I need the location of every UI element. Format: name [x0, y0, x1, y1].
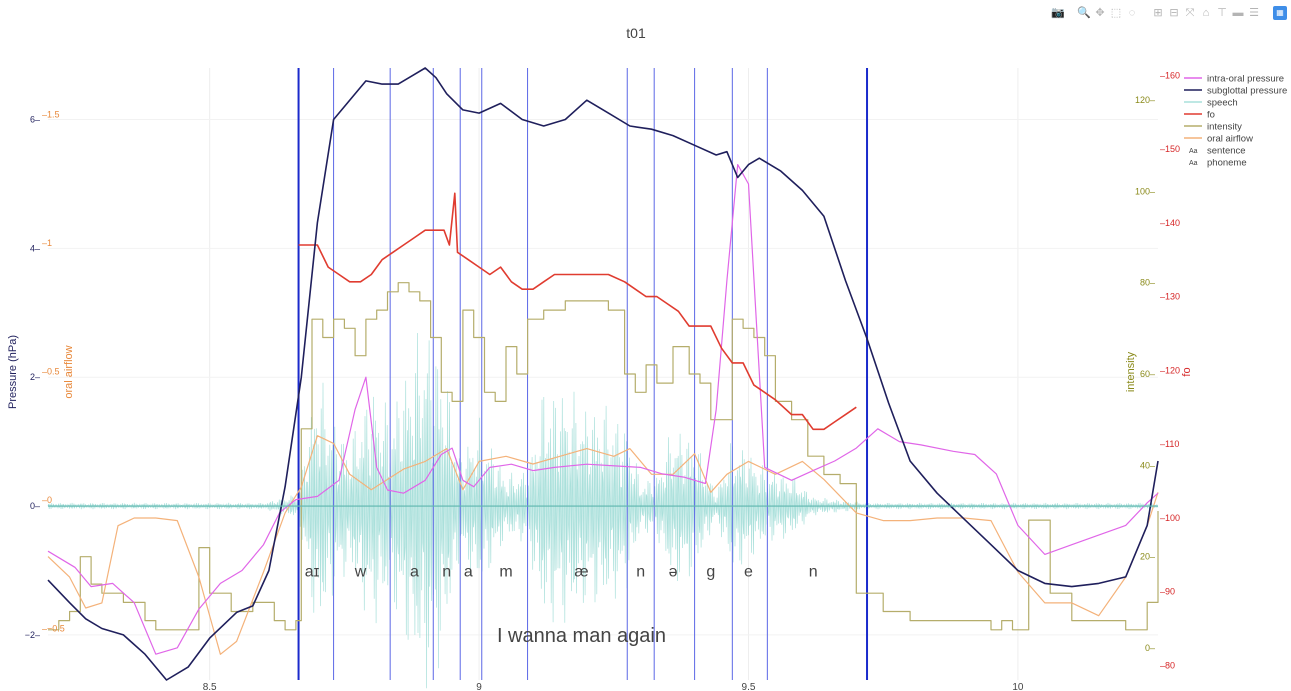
camera-icon[interactable]: 📷 — [1051, 7, 1065, 19]
oral-airflow-tick-label: –0 — [42, 495, 52, 505]
x-tick-label: 8.5 — [203, 682, 217, 691]
fo-axis-label: fo — [1181, 367, 1193, 376]
zoom-in-icon[interactable]: ⊞ — [1153, 7, 1163, 19]
pressure-tick-label: 6– — [30, 115, 40, 125]
intensity-tick-label: 0– — [1145, 643, 1155, 653]
intensity-axis: 0– 20– 40– 60– 80– 100– 120– — [1135, 95, 1155, 653]
fo-tick-label: –160 — [1160, 70, 1180, 80]
x-axis-ticks: 8.5 9 9.5 10 — [203, 682, 1024, 691]
pressure-tick-label: 2– — [30, 372, 40, 382]
phoneme-label: n — [809, 563, 818, 580]
fo-axis: –80 –90 –100 –110 –120 –130 –140 –150 –160 — [1160, 70, 1180, 670]
intensity-tick-label: 20– — [1140, 552, 1155, 562]
phoneme-label: n — [636, 563, 645, 580]
phoneme-label: aɪ — [305, 563, 320, 580]
phoneme-label: a — [464, 563, 473, 580]
legend-label: subglottal pressure — [1207, 86, 1287, 97]
zoom-icon[interactable]: 🔍 — [1077, 7, 1091, 19]
oral-airflow-tick-label: –1 — [42, 238, 52, 248]
fo-tick-label: –80 — [1160, 660, 1175, 670]
pressure-axis-label: Pressure (hPa) — [7, 335, 19, 409]
pressure-tick-label: −2– — [25, 630, 40, 640]
legend-item-phoneme[interactable]: Aa phoneme — [1189, 158, 1247, 169]
legend-label: speech — [1207, 98, 1238, 109]
legend-item-subglottal-pressure[interactable]: subglottal pressure — [1184, 86, 1287, 97]
legend-item-speech[interactable]: speech — [1184, 98, 1238, 109]
phoneme-label: ə — [669, 563, 678, 580]
fo-tick-label: –90 — [1160, 587, 1175, 597]
lasso-select-icon[interactable]: ◌ — [1128, 7, 1136, 19]
intensity-axis-label: intensity — [1125, 351, 1137, 392]
pressure-tick-label: 0– — [30, 501, 40, 511]
fo-tick-label: –100 — [1160, 513, 1180, 523]
grid-lines — [48, 68, 1158, 680]
legend-item-intra-oral-pressure[interactable]: intra-oral pressure — [1184, 74, 1284, 85]
fo-tick-label: –120 — [1160, 365, 1180, 375]
oral-airflow-tick-label: –1.5 — [42, 109, 60, 119]
pressure-tick-label: 4– — [30, 243, 40, 253]
intensity-line — [48, 282, 1159, 631]
legend-item-sentence[interactable]: Aa sentence — [1189, 146, 1246, 157]
oral-airflow-axis: –−0.5 –0 –0.5 –1 –1.5 — [42, 109, 65, 633]
legend-label: intensity — [1207, 122, 1242, 133]
legend-glyph: Aa — [1189, 148, 1198, 155]
intensity-tick-label: 60– — [1140, 369, 1155, 379]
chart-title: t01 — [626, 25, 646, 41]
legend-item-intensity[interactable]: intensity — [1184, 122, 1242, 133]
legend-label: intra-oral pressure — [1207, 74, 1284, 85]
sentence-label: I wanna man again — [497, 625, 666, 647]
oral-airflow-tick-label: –0.5 — [42, 366, 60, 376]
phoneme-label: m — [499, 563, 512, 580]
phoneme-label: e — [744, 563, 753, 580]
fo-tick-label: –150 — [1160, 144, 1180, 154]
box-select-icon[interactable]: ⬚ — [1110, 7, 1122, 19]
speech-series — [47, 332, 1159, 689]
oral-airflow-tick-label: –−0.5 — [42, 624, 65, 634]
legend-item-fo[interactable]: fo — [1184, 110, 1215, 121]
legend-label: oral airflow — [1207, 134, 1253, 145]
legend-label: sentence — [1207, 146, 1246, 157]
zoom-out-icon[interactable]: ⊟ — [1169, 7, 1179, 19]
boundary-lines — [297, 68, 869, 680]
intensity-tick-label: 120– — [1135, 95, 1155, 105]
pressure-axis: −2– 0– 2– 4– 6– — [25, 115, 40, 640]
hover-closest-icon[interactable]: ▬ — [1232, 7, 1244, 19]
fo-tick-label: –130 — [1160, 292, 1180, 302]
x-tick-label: 10 — [1012, 682, 1024, 691]
oral-airflow-axis-label: oral airflow — [63, 345, 75, 398]
phoneme-label: a — [410, 563, 419, 580]
intensity-tick-label: 100– — [1135, 186, 1155, 196]
intra-oral-pressure-line — [47, 164, 1159, 655]
reset-axes-icon[interactable]: ⌂ — [1202, 7, 1210, 19]
fo-line — [298, 192, 857, 431]
pan-icon[interactable]: ✥ — [1095, 7, 1105, 19]
phoneme-label: g — [706, 563, 715, 580]
fo-tick-label: –110 — [1160, 439, 1179, 449]
hover-compare-icon[interactable]: ☰ — [1249, 7, 1259, 19]
legend-label: fo — [1207, 110, 1215, 121]
autoscale-icon[interactable]: ⤧ — [1185, 7, 1195, 19]
x-tick-label: 9.5 — [742, 682, 756, 691]
intensity-tick-label: 40– — [1140, 460, 1155, 470]
legend-glyph: Aa — [1189, 160, 1198, 167]
speech-line — [47, 332, 1159, 689]
subglottal-pressure-line — [47, 67, 1159, 681]
oral-airflow-line — [47, 435, 1159, 655]
phoneme-label: w — [354, 563, 367, 580]
phoneme-label: n — [442, 563, 451, 580]
series-layer — [47, 67, 1159, 681]
x-tick-label: 9 — [476, 682, 482, 691]
legend-label: phoneme — [1207, 158, 1247, 169]
fo-tick-label: –140 — [1160, 218, 1180, 228]
plotly-logo-icon[interactable]: ▦ — [1273, 6, 1287, 20]
legend-item-oral-airflow[interactable]: oral airflow — [1184, 134, 1253, 145]
modebar: 📷 🔍 ✥ ⬚ ◌ ⊞ ⊟ ⤧ ⌂ ⊤ ▬ ☰ ▦ — [1051, 6, 1287, 20]
intensity-tick-label: 80– — [1140, 278, 1155, 288]
spike-lines-icon[interactable]: ⊤ — [1217, 7, 1227, 19]
phoneme-label: æ — [574, 563, 588, 580]
annotation-layer: aɪ w a n a m æ n ə g e nI wanna man again — [305, 563, 818, 646]
